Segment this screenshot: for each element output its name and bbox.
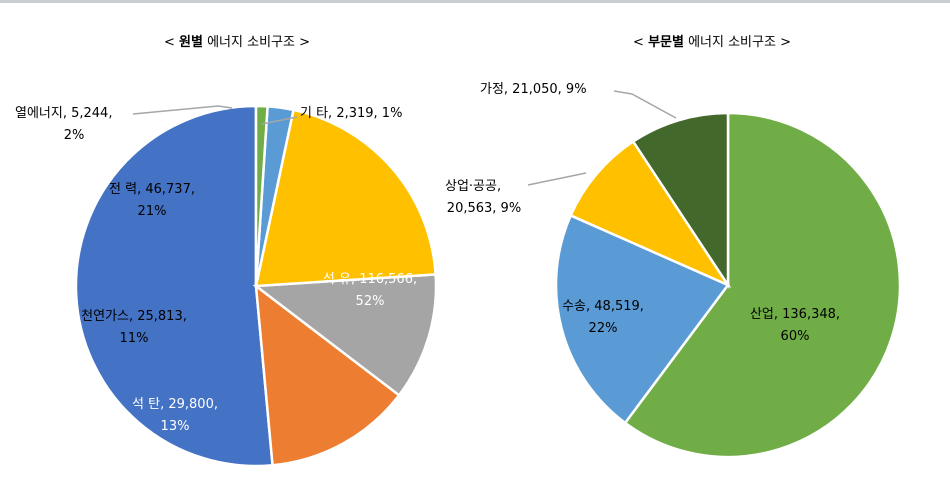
pie-slice	[254, 108, 437, 288]
chart-title-source: < 원별 에너지 소비구조 >	[164, 35, 310, 50]
top-rule	[0, 0, 950, 3]
slice-data-label: 전 력, 46,737, 21%	[109, 182, 195, 219]
slice-data-label: 기 타, 2,319, 1%	[300, 106, 402, 121]
pie-slice	[569, 139, 732, 288]
slice-data-label: 가정, 21,050, 9%	[480, 82, 587, 97]
pie-slice	[252, 273, 438, 397]
label-leader-line	[261, 116, 298, 125]
pie-slice	[254, 283, 401, 467]
slice-data-label: 천연가스, 25,813, 11%	[81, 309, 187, 346]
pie-slice	[631, 111, 730, 290]
pie-slice	[254, 104, 269, 287]
slice-data-label: 석 유, 116,566, 52%	[323, 272, 417, 309]
label-leader-line	[527, 172, 587, 186]
chart-title-sector: < 부문별 에너지 소비구조 >	[633, 35, 791, 50]
slice-data-label: 상업·공공, 20,563, 9%	[445, 179, 521, 216]
slice-data-label: 수송, 48,519, 22%	[562, 299, 644, 336]
label-leader-line	[132, 105, 233, 115]
slice-data-label: 산업, 136,348, 60%	[750, 307, 840, 344]
pie-slice	[623, 111, 902, 459]
slice-data-label: 열에너지, 5,244, 2%	[15, 106, 112, 143]
slice-data-label: 석 탄, 29,800, 13%	[132, 397, 218, 434]
label-leader-line	[613, 90, 677, 119]
pie-slice	[74, 104, 274, 468]
